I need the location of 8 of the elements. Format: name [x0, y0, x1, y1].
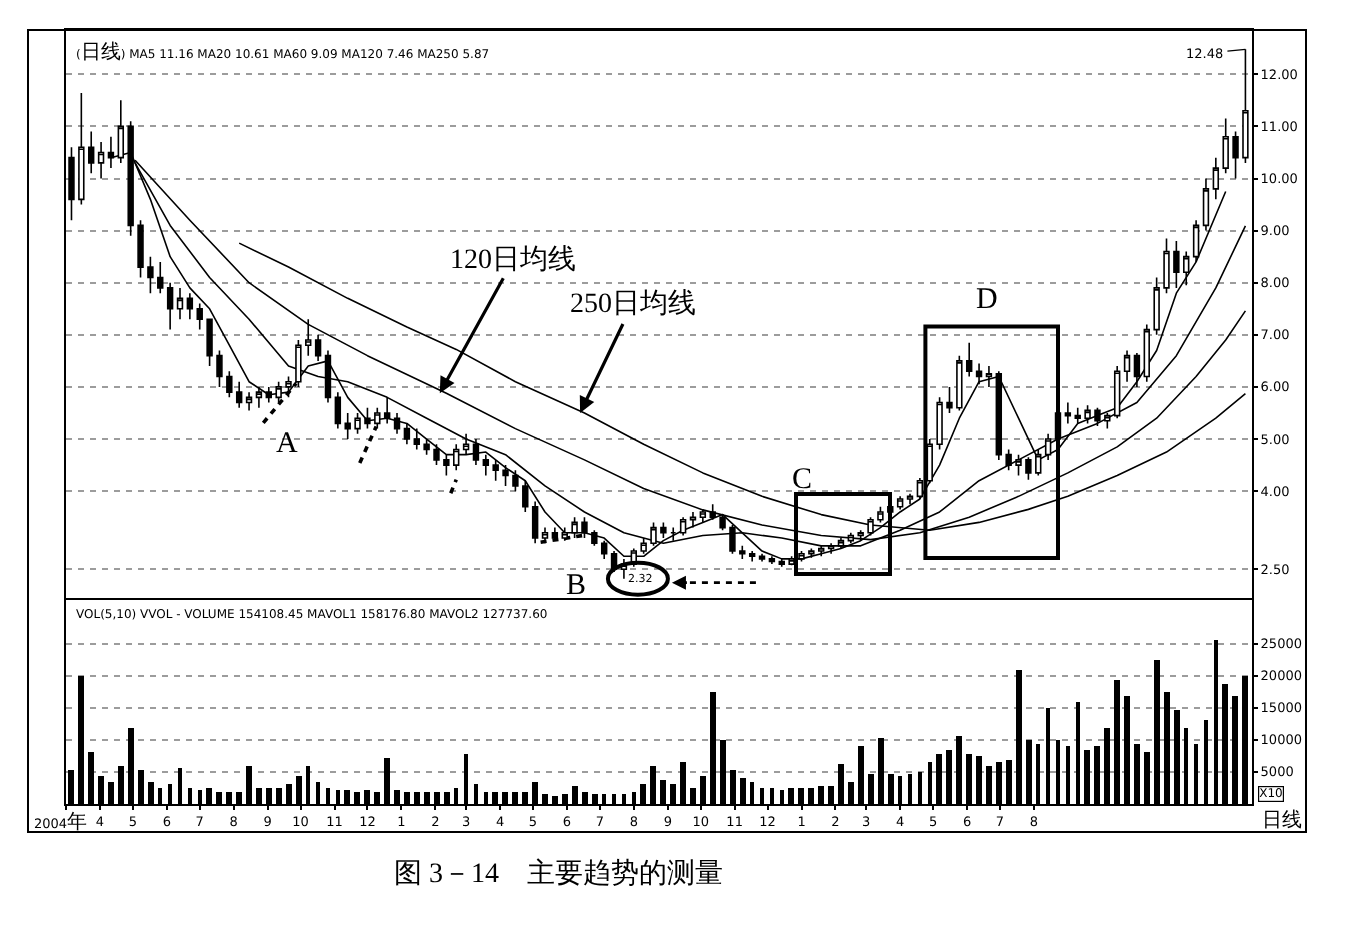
text: 日线 [1262, 808, 1302, 832]
annotation: D [976, 284, 998, 316]
annotation: C [792, 464, 813, 496]
annotation: B [566, 570, 587, 602]
annotation: A [276, 428, 298, 460]
annotation: 120日均线 [450, 244, 576, 276]
annotation: 250日均线 [570, 288, 696, 320]
caption: 图 3－14 主要趋势的测量 [394, 858, 723, 890]
